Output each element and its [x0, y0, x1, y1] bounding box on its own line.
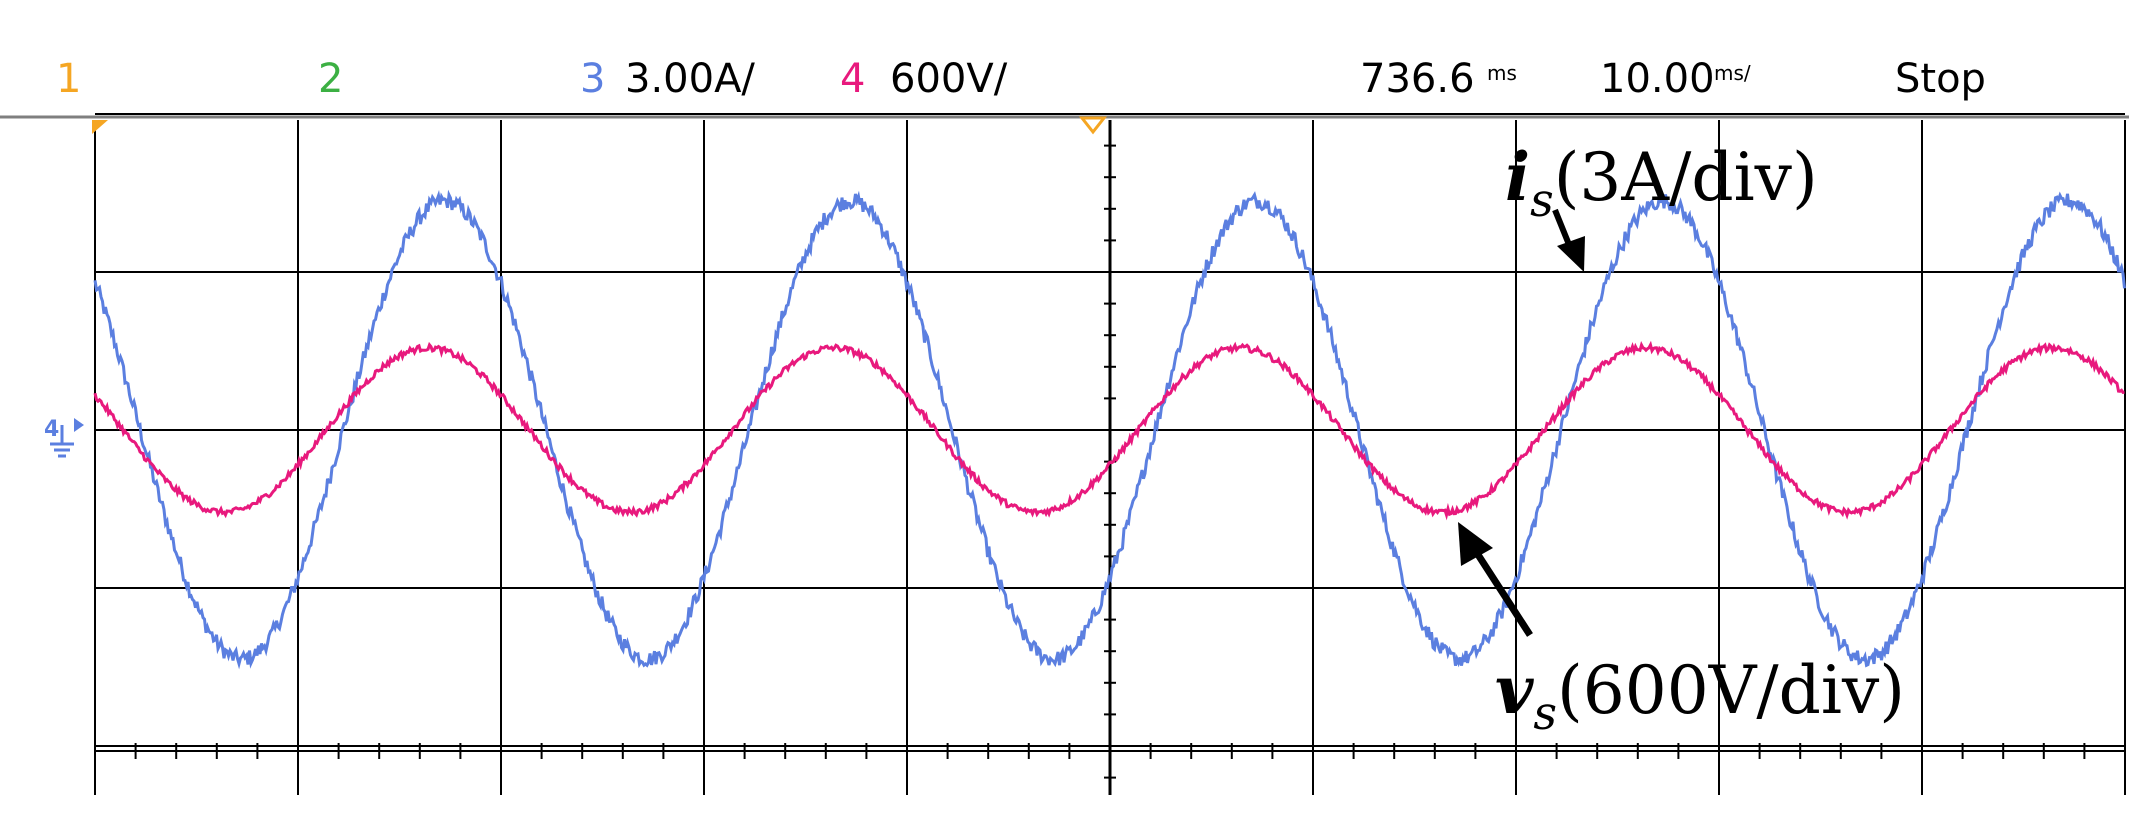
- voltage-symbol: v: [1495, 651, 1534, 729]
- current-label: is(3A/div): [1505, 138, 1818, 227]
- current-scale-text: (3A/div): [1554, 139, 1818, 216]
- voltage-arrow-head: [1458, 522, 1493, 566]
- voltage-label: vs(600V/div): [1495, 651, 1905, 740]
- current-arrow-head: [1557, 236, 1585, 272]
- channel-4-label: 4: [840, 56, 865, 102]
- time-reference-marker: [1078, 116, 1108, 135]
- voltage-subscript: s: [1533, 686, 1557, 740]
- timebase-value: 10.00: [1600, 56, 1715, 102]
- voltage-scale-text: (600V/div): [1557, 652, 1905, 729]
- current-symbol: i: [1505, 138, 1530, 216]
- annotation-current: is(3A/div): [1505, 138, 1818, 272]
- channel-2-label: 2: [318, 56, 343, 102]
- current-subscript: s: [1530, 173, 1554, 227]
- run-state: Stop: [1895, 56, 1986, 102]
- trigger-time-unit: ms: [1487, 61, 1517, 85]
- voltage-arrow-shaft: [1472, 548, 1533, 637]
- graticule: [94, 113, 2126, 795]
- trigger-position-marker: [92, 120, 108, 134]
- annotation-voltage: vs(600V/div): [1458, 522, 1905, 740]
- channel-3-scale: 3.00A/: [625, 56, 755, 102]
- channel-1-label: 1: [56, 56, 81, 102]
- svg-text:4: 4: [44, 417, 59, 442]
- ground-reference-marker: 4: [44, 417, 84, 458]
- channel-4-scale: 600V/: [890, 56, 1008, 102]
- timebase-unit: ms/: [1714, 61, 1751, 85]
- waveforms: [93, 189, 2126, 670]
- markers: 4: [44, 116, 1108, 458]
- trigger-time-value: 736.6: [1360, 56, 1475, 102]
- channel-3-label: 3: [580, 56, 605, 102]
- status-bar: 1 2 3 3.00A/ 4 600V/ 736.6 ms 10.00 ms/ …: [0, 56, 2129, 119]
- voltage-waveform-ch4: [93, 340, 2125, 521]
- current-waveform-ch3: [93, 189, 2126, 670]
